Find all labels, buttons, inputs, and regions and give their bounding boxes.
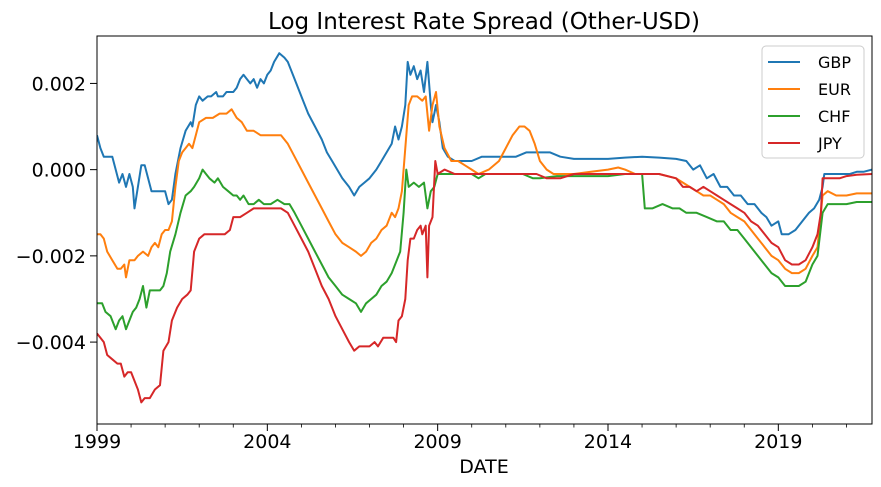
axes-frame — [96, 35, 873, 425]
x-tick-label: 2014 — [584, 431, 632, 453]
x-tick-label: 2004 — [243, 431, 291, 453]
y-tick-label: 0.000 — [32, 160, 86, 182]
x-tick-label: 2009 — [413, 431, 461, 453]
series-layer — [97, 52, 872, 404]
y-tick-label: 0.002 — [32, 73, 86, 95]
y-tick-label: −0.004 — [16, 332, 86, 354]
legend-label-eur: EUR — [818, 80, 851, 99]
x-tick-label: 2019 — [754, 431, 802, 453]
legend-box — [761, 45, 865, 159]
series-line-gbp — [97, 52, 872, 236]
series-line-chf — [97, 168, 872, 331]
x-axis-label: DATE — [459, 456, 508, 478]
chart-title: Log Interest Rate Spread (Other-USD) — [268, 9, 700, 35]
y-tick-label: −0.002 — [16, 246, 86, 268]
x-tick-label: 1999 — [73, 431, 121, 453]
legend: GBP EUR CHF JPY — [761, 45, 865, 159]
legend-label-chf: CHF — [818, 107, 850, 126]
legend-label-gbp: GBP — [818, 53, 851, 72]
axes-layer: 1999 2004 2009 2014 2019 −0.004 −0.002 0.000 0.0… — [16, 35, 873, 453]
legend-label-jpy: JPY — [817, 134, 842, 153]
series-line-eur — [97, 91, 872, 279]
series-line-jpy — [97, 160, 872, 404]
